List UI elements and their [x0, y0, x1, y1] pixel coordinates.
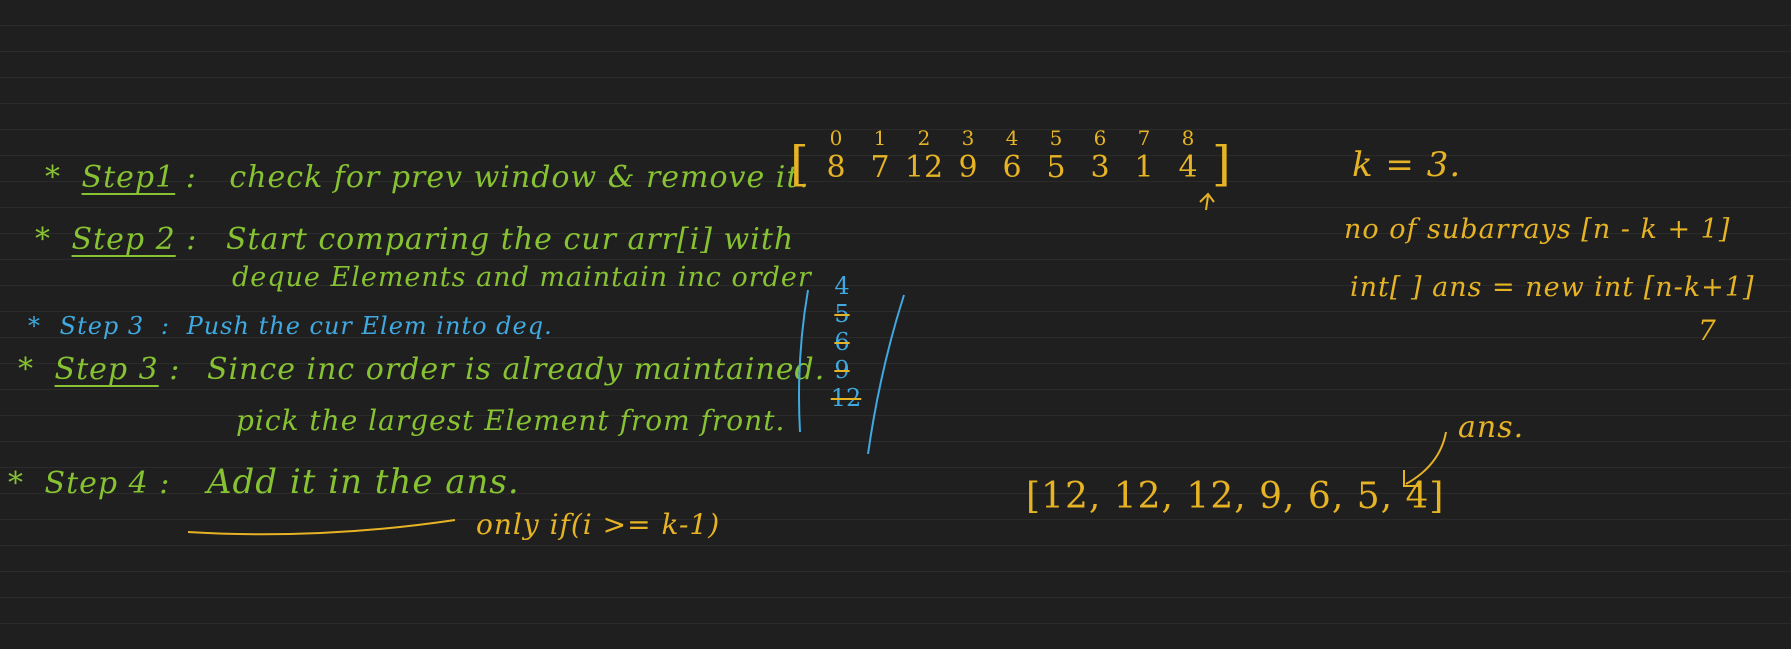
array-index: 4: [1005, 126, 1019, 150]
step-text: Since inc order is already maintained.: [206, 352, 826, 387]
deque-item: 12: [830, 384, 862, 412]
deque-item: 4: [834, 272, 850, 300]
array-index: 5: [1049, 126, 1063, 150]
array-close-bracket: ]: [1212, 136, 1231, 192]
step-text: Start comparing the cur arr[i] with: [225, 222, 795, 257]
array-value: 12: [904, 150, 944, 185]
deque-item: 9: [834, 356, 850, 384]
ans-size: 7: [1698, 314, 1717, 347]
step-sep: :: [169, 352, 181, 387]
ans-result: [12, 12, 12, 9, 6, 5, 4]: [1026, 476, 1445, 517]
subarrays-formula: no of subarrays [n - k + 1]: [1344, 214, 1731, 245]
step-3-push: * Step 3 : Push the cur Elem into deq.: [28, 312, 553, 340]
step-label: Step 3: [54, 352, 159, 387]
k-value: k = 3.: [1352, 145, 1462, 185]
array-index: 3: [961, 126, 975, 150]
pointer-arrow-icon: [1199, 192, 1215, 211]
deque-right-wall: [867, 294, 905, 455]
ans-label: ans.: [1458, 410, 1525, 445]
array-index: 2: [917, 126, 931, 150]
ans-declaration: int[ ] ans = new int [n-k+1]: [1350, 272, 1755, 303]
step-1: * Step1 : check for prev window & remove…: [45, 160, 810, 195]
step-sep: :: [186, 222, 198, 257]
star-icon: *: [35, 222, 51, 257]
deque-left-wall: [798, 289, 809, 433]
array-open-bracket: [: [790, 136, 809, 192]
step-text: check for prev window & remove it.: [229, 160, 810, 195]
step-sep: :: [185, 160, 197, 195]
array-index: 7: [1137, 126, 1151, 150]
step-text: Add it in the ans.: [206, 462, 520, 502]
array-value: 8: [826, 150, 846, 185]
step4-underline: [187, 519, 456, 536]
ans-arrow-icon: [1403, 431, 1447, 487]
condition-note: only if(i >= k-1): [476, 508, 721, 541]
array-value: 9: [958, 150, 978, 185]
step-2: * Step 2 : Start comparing the cur arr[i…: [35, 222, 794, 257]
array-values: 8 7 12 9 6 5 3 1 4: [814, 150, 1210, 185]
deque-item: 5: [834, 300, 850, 328]
step-3-cont: pick the largest Element from front.: [236, 404, 786, 437]
array-value: 3: [1090, 150, 1110, 185]
deque-item: 6: [834, 328, 850, 356]
array-index: 8: [1181, 126, 1195, 150]
star-icon: *: [45, 160, 61, 195]
array-index: 1: [873, 126, 887, 150]
step-3-pick: * Step 3 : Since inc order is already ma…: [18, 352, 825, 387]
step-label: Step 2: [71, 222, 176, 257]
array-value: 4: [1178, 150, 1198, 185]
array-value: 6: [1002, 150, 1022, 185]
step-sep: :: [159, 466, 171, 501]
step-4: * Step 4 : Add it in the ans.: [8, 462, 520, 502]
star-icon: *: [28, 312, 41, 340]
step-sep: :: [160, 312, 170, 340]
array-index: 0: [829, 126, 843, 150]
array-value: 1: [1134, 150, 1154, 185]
step-label: Step1: [81, 160, 176, 195]
step-label: Step 3: [59, 312, 145, 340]
step-text: Push the cur Elem into deq.: [186, 312, 553, 340]
step-label: Step 4: [44, 466, 149, 501]
star-icon: *: [18, 352, 34, 387]
step-2-cont: deque Elements and maintain inc order: [232, 262, 812, 293]
array-index: 6: [1093, 126, 1107, 150]
array-value: 5: [1046, 150, 1066, 185]
array-indices: 0 1 2 3 4 5 6 7 8: [814, 126, 1210, 150]
star-icon: *: [8, 466, 24, 501]
array-value: 7: [870, 150, 890, 185]
